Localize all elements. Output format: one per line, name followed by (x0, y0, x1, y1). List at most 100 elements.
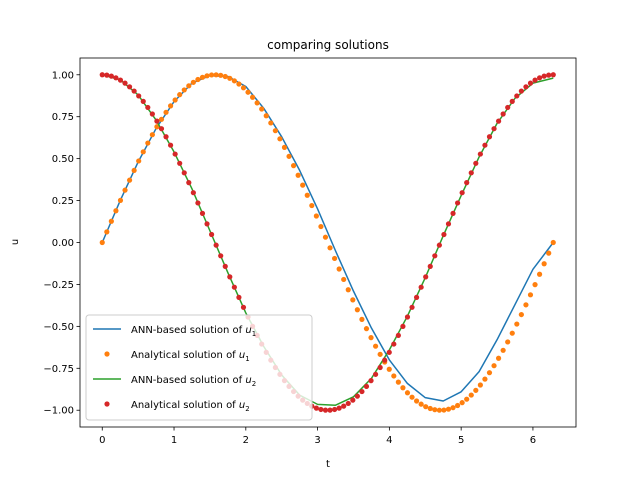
y-tick-label: −0.25 (43, 280, 74, 291)
data-point-series-4 (464, 180, 470, 186)
data-point-series-2 (509, 330, 515, 336)
data-point-series-2 (477, 382, 483, 388)
data-point-series-2 (322, 234, 329, 240)
data-point-series-2 (450, 405, 456, 411)
data-point-series-2 (190, 79, 196, 85)
legend-entry-variable: u (239, 350, 245, 361)
data-point-series-2 (277, 136, 283, 142)
data-point-series-2 (149, 132, 155, 138)
data-point-series-2 (350, 297, 356, 303)
data-point-series-4 (213, 242, 219, 248)
data-point-series-2 (117, 197, 124, 203)
data-point-series-4 (382, 357, 388, 363)
data-point-series-4 (482, 142, 488, 148)
data-point-series-2 (213, 72, 219, 78)
data-point-series-2 (272, 128, 278, 134)
x-tick-label: 2 (243, 435, 249, 446)
data-point-series-2 (259, 106, 265, 112)
data-point-series-2 (140, 149, 146, 155)
legend-entry-variable: u (239, 400, 245, 411)
data-point-series-4 (354, 393, 360, 399)
data-point-series-4 (131, 88, 137, 94)
data-point-series-4 (181, 170, 187, 176)
data-point-series-2 (186, 83, 192, 89)
data-point-series-4 (423, 274, 429, 280)
x-axis-label: t (326, 459, 330, 470)
data-point-series-2 (236, 81, 242, 87)
data-point-series-4 (350, 397, 356, 403)
legend-marker-swatch (104, 351, 110, 357)
data-point-series-2 (122, 187, 128, 193)
data-point-series-2 (136, 158, 142, 164)
legend-entry-text: Analytical solution of (131, 400, 239, 411)
x-tick-label: 3 (314, 435, 320, 446)
legend-entry-2: Analytical solution of u1 (131, 350, 250, 363)
data-point-series-4 (532, 77, 538, 83)
data-point-series-2 (432, 407, 438, 413)
data-point-series-4 (227, 274, 233, 280)
data-point-series-2 (514, 321, 520, 327)
legend-entry-3: ANN-based solution of u2 (131, 375, 256, 388)
data-point-series-4 (99, 72, 105, 78)
data-point-series-2 (290, 163, 297, 169)
data-point-series-4 (432, 253, 438, 259)
data-point-series-2 (318, 223, 324, 230)
data-point-series-4 (477, 151, 483, 157)
data-point-series-4 (222, 263, 228, 269)
data-point-series-4 (204, 221, 210, 227)
data-point-series-4 (113, 75, 119, 81)
data-point-series-4 (473, 160, 479, 166)
data-point-series-2 (372, 343, 379, 349)
data-point-series-2 (523, 302, 529, 308)
data-point-series-2 (500, 347, 506, 353)
data-point-series-4 (163, 134, 169, 140)
data-point-series-2 (300, 182, 306, 188)
data-point-series-2 (546, 250, 552, 256)
data-point-series-2 (532, 282, 538, 288)
data-point-series-4 (359, 388, 365, 395)
data-point-series-2 (464, 396, 470, 402)
data-point-series-2 (445, 406, 452, 412)
data-point-series-2 (454, 402, 461, 409)
legend-entry-subscript: 1 (245, 355, 249, 363)
data-point-series-2 (327, 245, 333, 251)
data-point-series-2 (199, 74, 206, 80)
data-point-series-4 (372, 371, 379, 377)
data-point-series-2 (218, 72, 224, 78)
data-point-series-2 (495, 355, 502, 361)
data-point-series-2 (427, 405, 433, 412)
data-point-series-2 (295, 172, 301, 178)
legend-entry-text: Analytical solution of (131, 350, 239, 361)
data-point-series-2 (550, 239, 556, 246)
data-point-series-2 (268, 120, 274, 126)
data-point-series-2 (536, 271, 543, 277)
data-point-series-4 (523, 84, 529, 90)
data-point-series-2 (491, 363, 497, 369)
data-point-series-4 (395, 332, 401, 339)
data-point-series-4 (386, 349, 392, 355)
data-point-series-4 (509, 98, 515, 104)
data-point-series-4 (536, 75, 543, 81)
data-point-series-2 (208, 72, 215, 78)
data-point-series-2 (377, 351, 383, 357)
data-point-series-4 (327, 407, 333, 413)
data-point-series-2 (395, 379, 401, 385)
data-point-series-2 (195, 76, 201, 83)
data-point-series-4 (345, 400, 351, 407)
legend-box (85, 314, 313, 421)
data-point-series-2 (473, 387, 479, 393)
data-point-series-2 (249, 94, 256, 100)
data-point-series-2 (341, 276, 347, 283)
y-tick-label: 1.00 (52, 70, 74, 81)
data-point-series-2 (240, 85, 247, 91)
data-point-series-2 (309, 202, 315, 209)
data-point-series-4 (550, 72, 556, 78)
data-point-series-2 (222, 73, 228, 80)
x-tick-label: 6 (530, 435, 536, 446)
data-point-series-4 (363, 383, 370, 390)
data-point-series-2 (245, 89, 251, 95)
data-point-series-2 (163, 109, 169, 115)
data-point-series-2 (286, 153, 292, 159)
